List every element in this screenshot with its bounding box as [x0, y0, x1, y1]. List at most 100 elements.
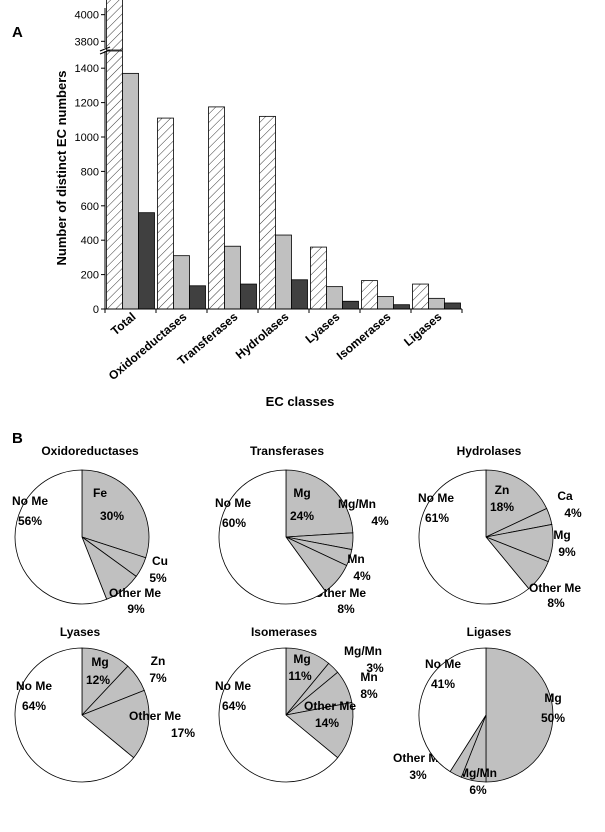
slice-label: Mg/Mn	[459, 766, 497, 780]
bar	[138, 212, 155, 310]
slice-percent: 60%	[222, 516, 246, 530]
slice-label: Other Me	[109, 586, 161, 600]
bar	[275, 234, 292, 310]
pie-slice	[285, 701, 354, 759]
y-tick-label: 1400	[75, 63, 99, 75]
pie-slice	[485, 647, 554, 783]
axis-break-mark	[99, 49, 111, 55]
pie-title: Ligases	[467, 625, 512, 639]
bar	[428, 297, 445, 310]
pie-title: Transferases	[250, 444, 324, 458]
pie-title: Isomerases	[251, 625, 317, 639]
y-axis-title: Number of distinct EC numbers	[54, 70, 69, 265]
slice-percent: 5%	[149, 571, 167, 585]
slice-percent: 6%	[469, 783, 487, 797]
y-tick-label: 1200	[75, 98, 99, 110]
bar	[310, 246, 327, 310]
slice-label: No Me	[215, 679, 251, 693]
pie-slice	[485, 469, 548, 538]
bar	[122, 72, 139, 310]
pie-slice	[218, 469, 326, 605]
pie-slice	[81, 469, 150, 559]
slice-label: Ca	[557, 489, 573, 503]
slice-label: Mg	[553, 528, 570, 542]
slice-label: No Me	[12, 494, 48, 508]
x-tick-label: Hydrolases	[233, 309, 292, 362]
bar	[240, 283, 257, 310]
pie-slice	[418, 647, 487, 773]
x-tick-label: Isomerases	[334, 309, 394, 362]
bar	[361, 280, 378, 310]
x-axis-title: EC classes	[266, 394, 335, 409]
bar	[224, 245, 241, 310]
bar	[106, 50, 123, 310]
y-tick-label: 0	[93, 304, 99, 316]
bar	[412, 283, 429, 310]
y-tick-label: 3800	[75, 36, 99, 48]
slice-percent: 30%	[100, 509, 124, 523]
slice-percent: 4%	[371, 514, 389, 528]
pie-slice	[14, 647, 135, 783]
slice-percent: 9%	[558, 545, 576, 559]
y-tick-label: 400	[81, 235, 99, 247]
slice-percent: 56%	[18, 514, 42, 528]
slice-label: Zn	[495, 483, 510, 497]
slice-label: Mg	[544, 691, 561, 705]
slice-percent: 18%	[490, 500, 514, 514]
slice-percent: 4%	[564, 506, 582, 520]
axis-break-mark	[99, 46, 111, 52]
pie-slice	[14, 469, 108, 605]
bar	[173, 255, 190, 310]
bar	[326, 286, 343, 310]
slice-label: No Me	[425, 657, 461, 671]
bar	[393, 304, 410, 310]
panel-label-a: A	[12, 24, 23, 41]
slice-label: Zn	[151, 654, 166, 668]
slice-label: Mn	[360, 670, 377, 684]
slice-percent: 64%	[22, 699, 46, 713]
slice-percent: 17%	[171, 726, 195, 740]
slice-percent: 11%	[288, 669, 312, 683]
x-tick-label: Ligases	[401, 309, 444, 349]
slice-label: Mg/Mn	[344, 644, 382, 658]
slice-percent: 41%	[431, 677, 455, 691]
pie-title: Lyases	[60, 625, 101, 639]
x-tick-label: Lyases	[303, 309, 343, 346]
bar	[444, 302, 461, 310]
slice-percent: 24%	[290, 509, 314, 523]
slice-percent: 61%	[425, 511, 449, 525]
pie-slice	[218, 647, 339, 783]
slice-percent: 3%	[409, 768, 427, 782]
slice-label: Mg/Mn	[338, 497, 376, 511]
slice-percent: 9%	[127, 602, 145, 616]
slice-percent: 7%	[149, 671, 167, 685]
slice-label: Other Me	[529, 581, 581, 595]
bar	[377, 296, 394, 310]
slice-percent: 8%	[360, 687, 378, 701]
slice-label: No Me	[215, 496, 251, 510]
bar	[291, 279, 308, 310]
x-tick-label: Total	[108, 310, 138, 339]
slice-label: Fe	[93, 486, 107, 500]
pie-slice	[418, 469, 530, 605]
y-tick-label: 800	[81, 166, 99, 178]
pie-slice	[285, 469, 354, 538]
bar	[342, 300, 359, 310]
slice-percent: 8%	[547, 596, 565, 610]
slice-label: Cu	[152, 554, 168, 568]
slice-percent: 14%	[315, 716, 339, 730]
pie-slice	[81, 689, 150, 759]
bar	[259, 115, 276, 310]
slice-label: Mg	[293, 486, 310, 500]
pie-title: Oxidoreductases	[41, 444, 139, 458]
slice-label: No Me	[418, 491, 454, 505]
bar	[157, 117, 174, 310]
slice-label: Other Me	[314, 586, 366, 600]
y-tick-label: 200	[81, 270, 99, 282]
slice-percent: 8%	[337, 602, 355, 616]
bar	[189, 285, 206, 310]
slice-label: Mg	[293, 652, 310, 666]
slice-percent: 4%	[353, 569, 371, 583]
slice-label: Mn	[347, 552, 364, 566]
